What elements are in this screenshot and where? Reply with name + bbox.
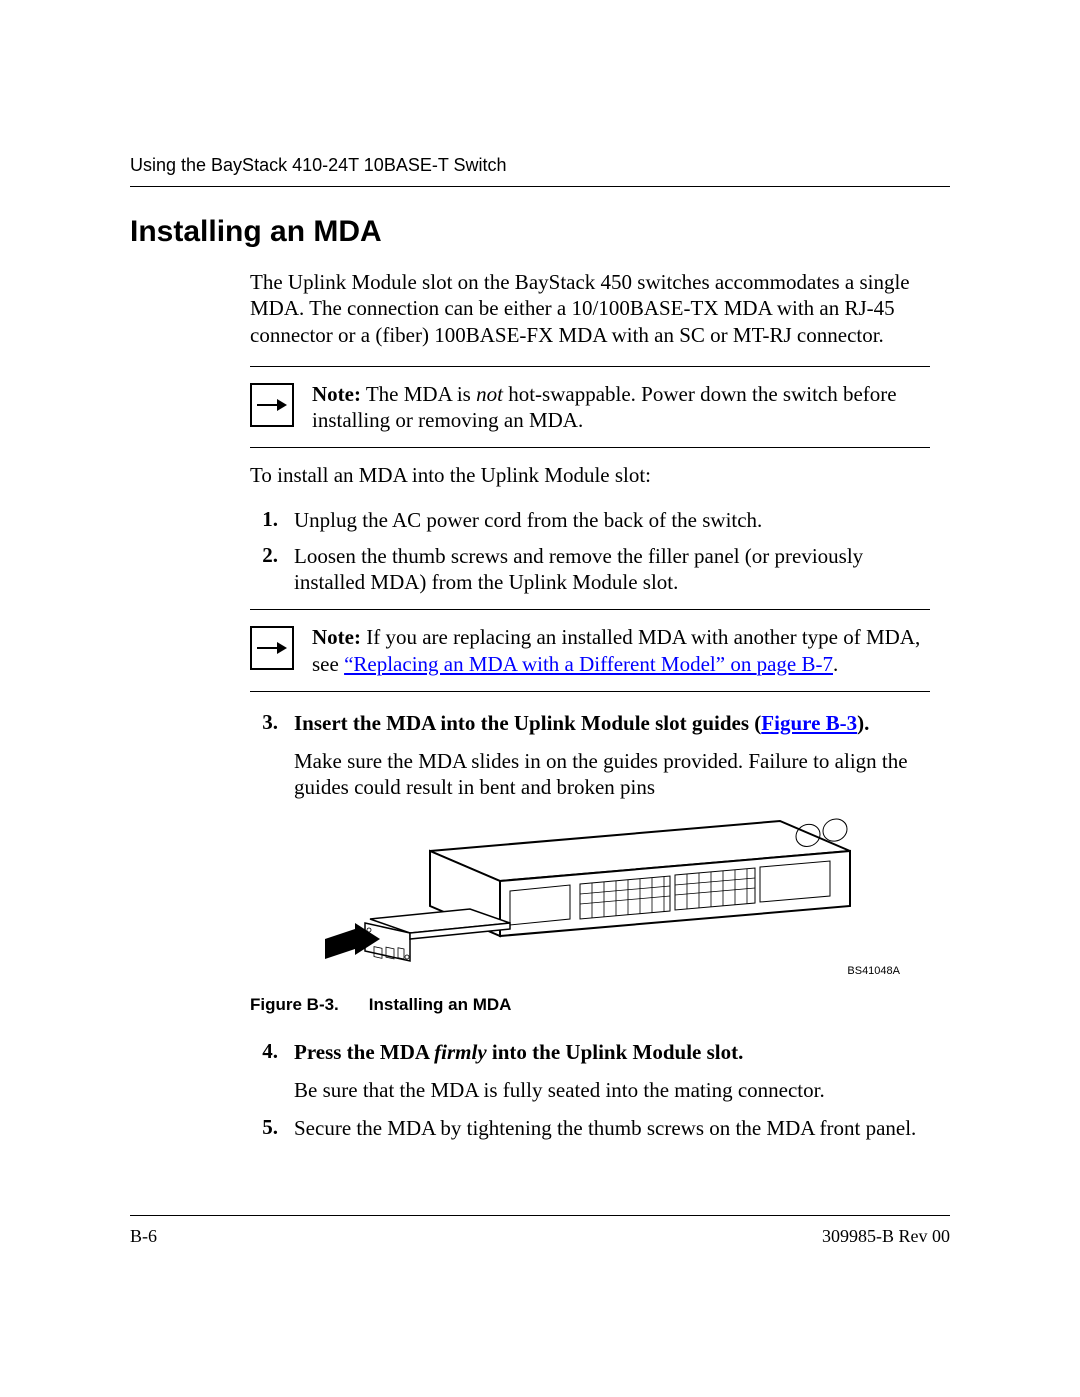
note-rule-top-1 [250,366,930,367]
step-5-text: Secure the MDA by tightening the thumb s… [294,1115,930,1141]
note-rule-top-2 [250,609,930,610]
header-rule [130,186,950,187]
footer-rule [130,1215,950,1216]
note-label: Note: [312,625,361,649]
note-1-text: Note: The MDA is not hot-swappable. Powe… [312,381,930,434]
intro-block: The Uplink Module slot on the BayStack 4… [250,269,930,348]
step-3-link[interactable]: Figure B-3 [761,711,857,735]
footer-doc-id: 309985-B Rev 00 [822,1226,950,1247]
note-2: Note: If you are replacing an installed … [250,624,930,677]
figure-caption-text: Installing an MDA [369,995,512,1014]
arrow-right-icon [250,626,294,670]
note-2-post: . [833,652,838,676]
note-label: Note: [312,382,361,406]
footer-page-number: B-6 [130,1226,157,1247]
note-2-link-a[interactable]: “Replacing an MDA with a Different Model… [344,652,757,676]
figure-code: BS41048A [847,965,900,977]
note-1: Note: The MDA is not hot-swappable. Powe… [250,381,930,434]
step-list-c: 4. Press the MDA firmly into the Uplink … [250,1039,930,1142]
step-2-num: 2. [250,543,278,596]
step-list-b: 3. Insert the MDA into the Uplink Module… [250,710,930,801]
note-1-em: not [476,382,503,406]
section-heading: Installing an MDA [130,215,950,249]
arrow-right-icon [250,383,294,427]
step-1: 1. Unplug the AC power cord from the bac… [250,507,930,533]
intro-paragraph: The Uplink Module slot on the BayStack 4… [250,269,930,348]
step-4-body: Press the MDA firmly into the Uplink Mod… [294,1039,930,1104]
step-3-sub: Make sure the MDA slides in on the guide… [294,748,930,801]
step-4-pre: Press the MDA [294,1040,434,1064]
step-3: 3. Insert the MDA into the Uplink Module… [250,710,930,801]
step-3-post: ). [857,711,869,735]
lead-text: To install an MDA into the Uplink Module… [250,462,930,488]
page-footer: B-6 309985-B Rev 00 [130,1215,950,1247]
step-5: 5. Secure the MDA by tightening the thum… [250,1115,930,1141]
step-4-post: into the Uplink Module slot. [487,1040,744,1064]
step-4-sub: Be sure that the MDA is fully seated int… [294,1077,930,1103]
figure-b3: BS41048A [250,811,930,981]
figure-caption: Figure B-3. Installing an MDA [250,995,950,1015]
running-header: Using the BayStack 410-24T 10BASE-T Swit… [130,155,950,176]
note-1-pre: The MDA is [361,382,476,406]
note-2-link-b[interactable]: page B-7 [757,652,833,676]
step-2-text: Loosen the thumb screws and remove the f… [294,543,930,596]
step-3-pre: Insert the MDA into the Uplink Module sl… [294,711,761,735]
step-5-num: 5. [250,1115,278,1141]
footer-row: B-6 309985-B Rev 00 [130,1226,950,1247]
note-rule-bottom-1 [250,447,930,448]
step-4: 4. Press the MDA firmly into the Uplink … [250,1039,930,1104]
step-4-em: firmly [434,1040,487,1064]
step-3-body: Insert the MDA into the Uplink Module sl… [294,710,930,801]
figure-caption-label: Figure B-3. [250,995,339,1014]
note-2-text: Note: If you are replacing an installed … [312,624,930,677]
page-content: Using the BayStack 410-24T 10BASE-T Swit… [130,155,950,1151]
step-list-a: 1. Unplug the AC power cord from the bac… [250,507,930,596]
lead-block: To install an MDA into the Uplink Module… [250,462,930,488]
step-2: 2. Loosen the thumb screws and remove th… [250,543,930,596]
note-rule-bottom-2 [250,691,930,692]
step-1-num: 1. [250,507,278,533]
step-1-text: Unplug the AC power cord from the back o… [294,507,930,533]
step-4-num: 4. [250,1039,278,1104]
switch-illustration [310,811,870,981]
step-3-num: 3. [250,710,278,801]
